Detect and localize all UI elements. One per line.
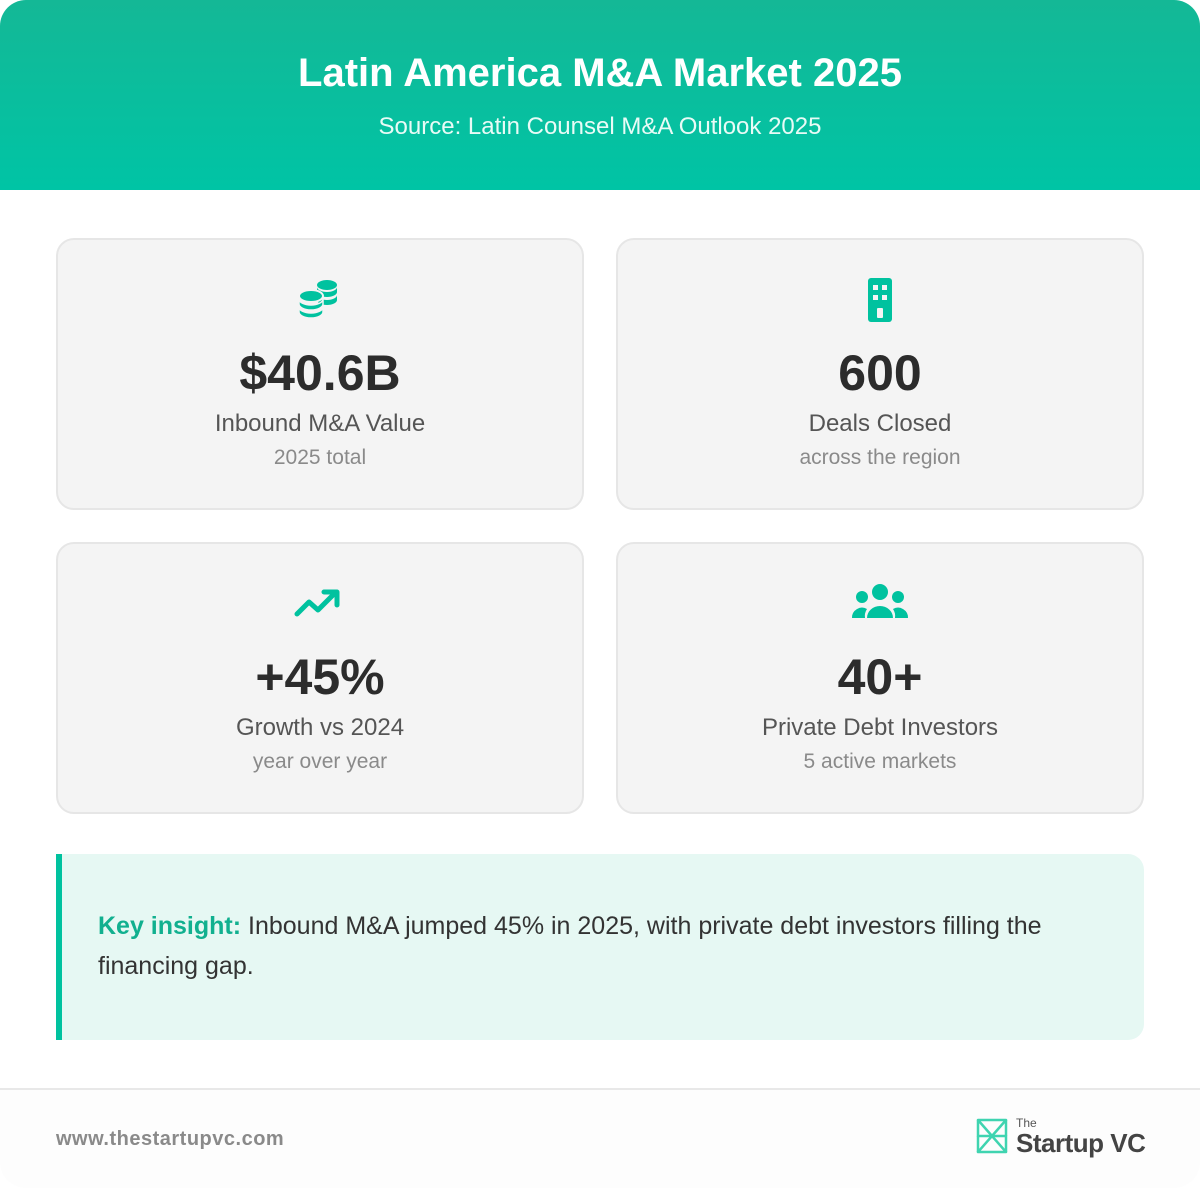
logo-mark-icon xyxy=(976,1118,1008,1154)
stat-label: Deals Closed xyxy=(808,410,952,437)
stat-label: Private Debt Investors xyxy=(761,714,999,741)
header-banner: Latin America M&A Market 2025 Source: La… xyxy=(0,0,1200,190)
stat-label: Growth vs 2024 xyxy=(235,714,405,741)
stat-sublabel: 2025 total xyxy=(273,446,367,469)
stat-card-deals-closed: 600 Deals Closed across the region xyxy=(616,238,1144,510)
stat-card-growth: +45% Growth vs 2024 year over year xyxy=(56,542,584,814)
stat-value: 600 xyxy=(838,345,922,401)
stat-value: $40.6B xyxy=(239,345,401,401)
insight-text: Inbound M&A jumped 45% in 2025, with pri… xyxy=(98,912,1042,980)
building-icon xyxy=(850,276,910,326)
logo-prefix: The xyxy=(1016,1116,1037,1130)
stat-sublabel: across the region xyxy=(799,446,961,469)
stat-card-investors: 40+ Private Debt Investors 5 active mark… xyxy=(616,542,1144,814)
logo-name: Startup VC xyxy=(1016,1128,1146,1158)
stat-value: 40+ xyxy=(837,649,923,705)
insight-lead: Key insight: xyxy=(98,912,242,940)
users-icon xyxy=(850,580,910,630)
page-title: Latin America M&A Market 2025 xyxy=(298,51,902,95)
stat-label: Inbound M&A Value xyxy=(214,410,426,437)
page-subtitle: Source: Latin Counsel M&A Outlook 2025 xyxy=(378,113,822,140)
trending-up-icon xyxy=(290,580,350,630)
website-link[interactable]: www.thestartupvc.com xyxy=(56,1128,285,1150)
stat-sublabel: 5 active markets xyxy=(803,750,957,773)
brand-logo: The Startup VC xyxy=(974,1114,1154,1164)
stat-card-inbound-value: $40.6B Inbound M&A Value 2025 total xyxy=(56,238,584,510)
stat-sublabel: year over year xyxy=(252,750,388,773)
stat-value: +45% xyxy=(255,649,385,705)
coins-icon xyxy=(290,276,350,326)
footer: www.thestartupvc.com The Startup VC xyxy=(0,1090,1200,1188)
key-insight-callout: Key insight: Inbound M&A jumped 45% in 2… xyxy=(56,854,1144,1040)
footer-divider xyxy=(0,1088,1200,1090)
